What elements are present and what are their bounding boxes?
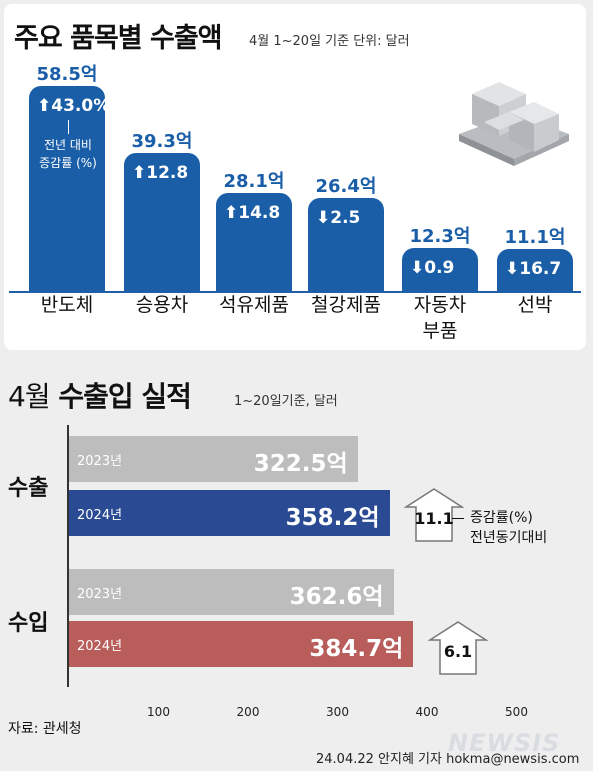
up-arrow-icon xyxy=(427,621,489,675)
export-item-bar: ⬇16.7 xyxy=(497,249,573,291)
year-label: 2023년 xyxy=(77,454,123,469)
trade-bar: 2023년 322.5억 xyxy=(69,436,358,482)
x-tick-label: 500 xyxy=(505,705,528,719)
value-label: 11.1억 xyxy=(504,227,566,248)
bottom-chart-subtitle: 1~20일기준, 달러 xyxy=(234,394,338,409)
value-label: 12.3억 xyxy=(409,225,471,247)
bottom-title-month: 4월 xyxy=(8,380,51,413)
trade-bar: 2024년 358.2억 xyxy=(69,490,390,536)
boxes-illustration xyxy=(459,82,569,166)
bottom-title-main: 수출입 실적 xyxy=(58,380,192,413)
export-item-bar: ⬇0.9 xyxy=(402,247,478,291)
legend-line-1: 증감률(%) xyxy=(470,510,533,526)
import-change-value: 6.1 xyxy=(443,642,473,661)
export-item-bar: ⬇2.5 xyxy=(308,198,384,291)
value-label: 28.1억 xyxy=(223,170,285,192)
x-tick-label: 400 xyxy=(415,705,439,719)
category-label: 자동차 부품 xyxy=(413,294,467,342)
change-label: ⬇2.5 xyxy=(316,208,361,229)
change-label: ⬆14.8 xyxy=(224,202,281,223)
credit-line: 24.04.22 안지혜 기자 hokma@newsis.com xyxy=(316,752,580,767)
x-tick-label: 100 xyxy=(147,705,170,719)
change-label: ⬇16.7 xyxy=(505,259,562,279)
export-item-bar: ⬆43.0% xyxy=(29,86,110,291)
category-label: 철강제품 xyxy=(311,294,381,316)
newsis-logo: NEWSIS xyxy=(448,729,561,757)
change-legend: 증감률(%) 전년동기대비 xyxy=(452,508,548,548)
import-change-arrow: 6.1 xyxy=(427,620,489,676)
trade-bar: 2023년 362.6억 xyxy=(69,569,394,615)
bottom-chart-title: 4월 수출입 실적 xyxy=(8,375,192,415)
amount-label: 322.5억 xyxy=(253,451,348,477)
value-label: 26.4억 xyxy=(315,176,377,198)
x-tick-label: 300 xyxy=(326,705,349,719)
amount-label: 362.6억 xyxy=(289,584,384,610)
change-note-line-1: 전년 대비 xyxy=(44,138,92,152)
export-item-bar: ⬆12.8 xyxy=(124,153,200,291)
category-label: 석유제품 xyxy=(219,294,289,316)
up-arrow-icon xyxy=(403,488,465,542)
bottom-y-axis xyxy=(67,425,69,687)
export-item-bar: ⬆14.8 xyxy=(216,192,292,291)
legend-line-2: 전년동기대비 xyxy=(470,530,548,546)
category-label: 반도체 xyxy=(40,294,94,316)
source-note: 자료: 관세청 xyxy=(8,721,82,737)
category-label: 선박 xyxy=(517,294,553,316)
change-note: 전년 대비 증감률 (%) xyxy=(32,120,104,172)
top-chart-title: 주요 품목별 수출액 xyxy=(14,23,223,54)
top-baseline xyxy=(9,291,581,293)
year-label: 2024년 xyxy=(77,508,123,523)
change-label: ⬆43.0% xyxy=(37,96,111,116)
group-label: 수입 xyxy=(8,611,49,636)
export-change-arrow: 11.1 xyxy=(403,487,465,543)
value-label: 58.5억 xyxy=(36,64,98,85)
category-label: 승용차 xyxy=(135,294,189,316)
export-change-value: 11.1 xyxy=(414,509,454,528)
year-label: 2023년 xyxy=(77,587,123,602)
top-chart-subtitle: 4월 1~20일 기준 단위: 달러 xyxy=(249,34,410,49)
group-label: 수출 xyxy=(8,476,49,501)
top-panel: 주요 품목별 수출액 4월 1~20일 기준 단위: 달러 ⬆43.0% 58.5… xyxy=(4,4,586,350)
x-tick-label: 200 xyxy=(236,705,260,719)
change-label: ⬇0.9 xyxy=(410,257,455,278)
change-label: ⬆12.8 xyxy=(132,163,189,184)
amount-label: 384.7억 xyxy=(309,636,404,662)
trade-bar: 2024년 384.7억 xyxy=(69,621,414,667)
value-label: 39.3억 xyxy=(131,131,193,153)
amount-label: 358.2억 xyxy=(285,505,380,531)
year-label: 2024년 xyxy=(77,639,123,654)
change-note-line-2: 증감률 (%) xyxy=(39,156,97,170)
